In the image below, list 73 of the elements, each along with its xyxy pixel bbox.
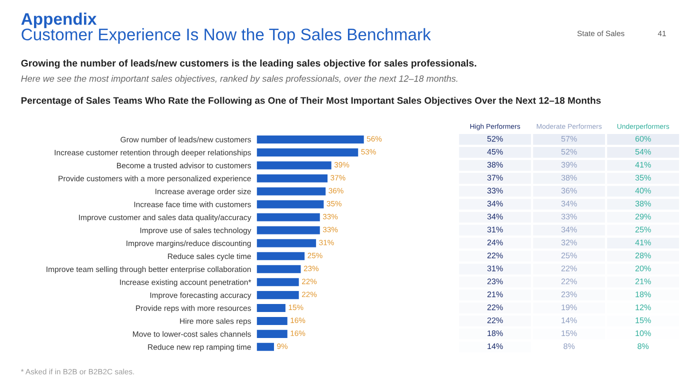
text: Growing the number of leads/new customers is the leading sales objective for sales professionals. xyxy=(21,59,476,69)
bar xyxy=(256,200,324,208)
bar xyxy=(256,148,358,156)
bar xyxy=(256,239,316,248)
data-label: 37% xyxy=(487,174,503,181)
data-label: 25% xyxy=(635,226,651,232)
bar xyxy=(256,252,305,260)
text: Customer Experience Is Now the Top Sales Benchmark xyxy=(22,28,431,44)
bar xyxy=(256,291,299,300)
data-label: 54% xyxy=(635,148,651,155)
data-label: 41% xyxy=(635,162,651,168)
data-label: 34% xyxy=(487,200,503,206)
bar xyxy=(256,226,320,234)
data-label: 34% xyxy=(487,214,503,220)
data-label: 23% xyxy=(487,278,503,284)
bar xyxy=(256,265,301,274)
text: Here we see the most important sales objectives, ranked by sales professionals, over the next 12–18 months. xyxy=(21,75,458,84)
data-label: 29% xyxy=(635,214,651,220)
data-label: 31% xyxy=(487,266,503,272)
data-label: 21% xyxy=(635,278,651,284)
data-label: 14% xyxy=(488,343,503,350)
data-label: 35% xyxy=(635,174,651,181)
text: Appendix xyxy=(21,12,97,28)
data-label: 38% xyxy=(487,162,503,168)
bar xyxy=(256,304,286,312)
data-label: 52% xyxy=(561,148,577,155)
data-label: 38% xyxy=(561,174,577,181)
data-label: 36% xyxy=(561,188,577,194)
data-label: 52% xyxy=(487,136,503,142)
data-label: 45% xyxy=(487,148,503,155)
data-label: 12% xyxy=(636,304,651,310)
data-label: 14% xyxy=(562,317,577,324)
chart-title: Percentage of Sales Teams Who Rate the Following as One of Their Most Important Sales Objectives Over the Next 12–18 Months xyxy=(21,96,601,106)
data-label: 22% xyxy=(561,266,577,272)
data-label: 8% xyxy=(564,343,575,350)
data-label: 22% xyxy=(487,317,503,324)
data-label: 22% xyxy=(487,252,503,258)
bar xyxy=(256,316,288,326)
data-label: 8% xyxy=(638,343,649,350)
bar xyxy=(256,330,288,338)
data-label: 60% xyxy=(635,136,651,142)
data-label: 41% xyxy=(635,240,651,246)
bar xyxy=(256,187,326,196)
bar xyxy=(256,174,328,182)
data-label: 24% xyxy=(487,240,503,246)
data-label: 22% xyxy=(561,278,577,284)
data-label: 31% xyxy=(487,226,503,232)
data-label: 15% xyxy=(562,330,577,336)
data-label: 23% xyxy=(561,292,577,298)
data-label: 15% xyxy=(636,317,651,324)
data-label: 28% xyxy=(635,252,651,258)
data-label: 22% xyxy=(487,304,503,310)
data-label: 39% xyxy=(561,162,577,168)
data-label: 20% xyxy=(635,266,651,272)
data-label: 34% xyxy=(561,226,577,232)
bar xyxy=(256,213,320,222)
bar xyxy=(256,161,332,170)
data-label: 10% xyxy=(636,330,651,336)
data-label: 33% xyxy=(487,188,503,194)
data-label: 32% xyxy=(561,240,577,246)
data-label: 25% xyxy=(561,252,577,258)
data-label: 40% xyxy=(635,188,651,194)
bar xyxy=(256,278,299,286)
data-label: 21% xyxy=(487,292,503,298)
data-label: 38% xyxy=(635,200,651,206)
data-label: 18% xyxy=(636,292,651,298)
bar xyxy=(256,342,274,351)
data-label: 34% xyxy=(561,200,577,206)
data-label: 57% xyxy=(561,136,577,142)
data-label: 33% xyxy=(561,214,577,220)
bar xyxy=(256,135,364,144)
data-label: 18% xyxy=(488,330,503,336)
data-label: 19% xyxy=(562,304,577,310)
